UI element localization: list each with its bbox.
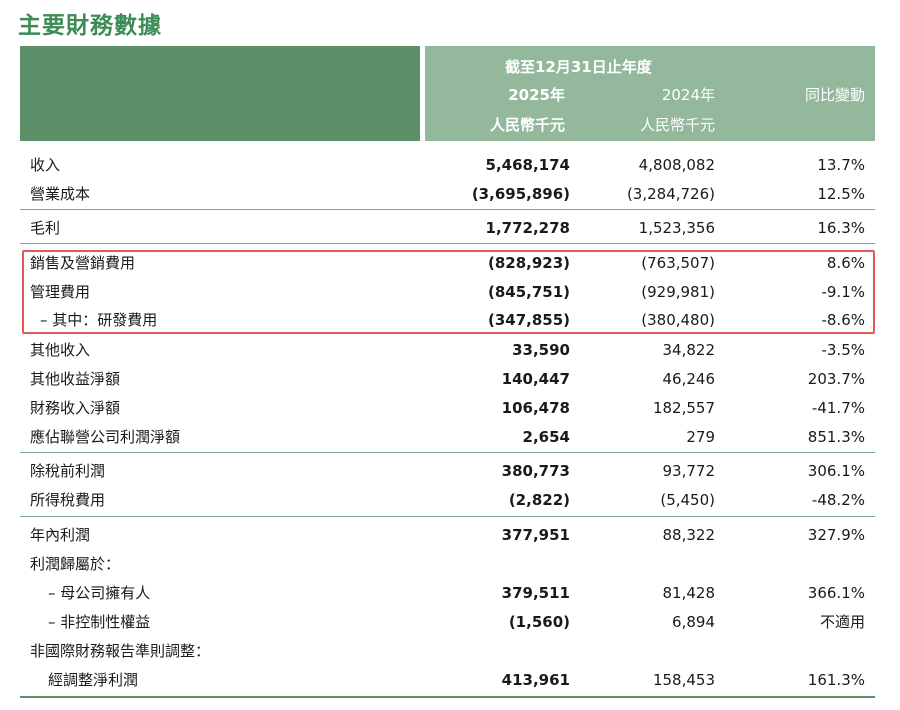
row-change: -9.1% <box>821 278 865 306</box>
divider <box>20 243 875 244</box>
divider <box>20 452 875 453</box>
row-change: -3.5% <box>821 336 865 364</box>
row-label: 銷售及營銷費用 <box>30 249 135 277</box>
row-value-2024: (3,284,726) <box>627 180 715 208</box>
row-value-2025: (845,751) <box>488 278 570 306</box>
table-header-left <box>20 46 420 141</box>
row-label: 毛利 <box>30 214 60 242</box>
table-row: 所得稅費用 (2,822) (5,450) -48.2% <box>20 486 875 514</box>
row-change: -8.6% <box>821 306 865 334</box>
row-value-2024: 279 <box>686 423 715 451</box>
row-change: 12.5% <box>817 180 865 208</box>
table-row: 銷售及營銷費用 (828,923) (763,507) 8.6% <box>20 249 875 277</box>
row-label: – 非控制性權益 <box>48 608 150 636</box>
divider <box>20 516 875 517</box>
header-col-change: 同比變動 <box>805 84 865 105</box>
row-change: 8.6% <box>827 249 865 277</box>
table-row: 利潤歸屬於： <box>20 550 875 578</box>
row-change: 366.1% <box>808 579 865 607</box>
row-value-2025: (3,695,896) <box>472 180 570 208</box>
table-bottom-rule <box>20 696 875 698</box>
row-value-2025: (347,855) <box>488 306 570 334</box>
row-change: 161.3% <box>808 666 865 694</box>
row-value-2024: 182,557 <box>653 394 715 422</box>
row-change: 306.1% <box>808 457 865 485</box>
table-row: 其他收益淨額 140,447 46,246 203.7% <box>20 365 875 393</box>
row-value-2025: 106,478 <box>502 394 570 422</box>
row-value-2025: 33,590 <box>512 336 570 364</box>
row-label: – 母公司擁有人 <box>48 579 150 607</box>
header-col-2024: 2024年 <box>662 84 715 105</box>
table-row: 應佔聯營公司利潤淨額 2,654 279 851.3% <box>20 423 875 451</box>
row-change: 851.3% <box>808 423 865 451</box>
page-title: 主要財務數據 <box>18 6 162 40</box>
divider <box>20 209 875 210</box>
row-change: 13.7% <box>817 151 865 179</box>
row-label: 其他收入 <box>30 336 90 364</box>
row-label: 非國際財務報告準則調整： <box>30 637 210 665</box>
row-value-2024: 34,822 <box>663 336 716 364</box>
row-value-2024: (929,981) <box>641 278 715 306</box>
row-change: 203.7% <box>808 365 865 393</box>
row-value-2025: (828,923) <box>488 249 570 277</box>
row-change: -48.2% <box>812 486 865 514</box>
table-row: – 其中：研發費用 (347,855) (380,480) -8.6% <box>20 306 875 334</box>
table-row: 財務收入淨額 106,478 182,557 -41.7% <box>20 394 875 422</box>
row-value-2025: 1,772,278 <box>486 214 570 242</box>
row-value-2024: 6,894 <box>672 608 715 636</box>
row-value-2025: 380,773 <box>502 457 570 485</box>
row-change: -41.7% <box>812 394 865 422</box>
row-label: – 其中：研發費用 <box>40 306 157 334</box>
row-label: 其他收益淨額 <box>30 365 120 393</box>
row-value-2024: 1,523,356 <box>639 214 715 242</box>
header-col-2025: 2025年 <box>508 84 565 105</box>
table-row: 非國際財務報告準則調整： <box>20 637 875 665</box>
row-change: 16.3% <box>817 214 865 242</box>
row-value-2025: (2,822) <box>509 486 570 514</box>
header-unit-2025: 人民幣千元 <box>490 114 565 135</box>
row-label: 應佔聯營公司利潤淨額 <box>30 423 180 451</box>
row-change: 327.9% <box>808 521 865 549</box>
row-label: 除稅前利潤 <box>30 457 105 485</box>
table-row: 其他收入 33,590 34,822 -3.5% <box>20 336 875 364</box>
table-header-right: 截至12月31日止年度 2025年 2024年 同比變動 人民幣千元 人民幣千元 <box>425 46 875 141</box>
row-value-2024: 88,322 <box>663 521 716 549</box>
header-unit-2024: 人民幣千元 <box>640 114 715 135</box>
table-row: – 非控制性權益 (1,560) 6,894 不適用 <box>20 608 875 636</box>
row-value-2025: (1,560) <box>509 608 570 636</box>
row-value-2025: 413,961 <box>502 666 570 694</box>
row-value-2024: 158,453 <box>653 666 715 694</box>
table-row: 收入 5,468,174 4,808,082 13.7% <box>20 151 875 179</box>
table-row: 年內利潤 377,951 88,322 327.9% <box>20 521 875 549</box>
row-value-2025: 2,654 <box>523 423 570 451</box>
table-row: 毛利 1,772,278 1,523,356 16.3% <box>20 214 875 242</box>
row-value-2024: (380,480) <box>641 306 715 334</box>
row-value-2024: 46,246 <box>663 365 716 393</box>
table-row: 營業成本 (3,695,896) (3,284,726) 12.5% <box>20 180 875 208</box>
row-label: 經調整淨利潤 <box>48 666 138 694</box>
row-label: 營業成本 <box>30 180 90 208</box>
table-row: 管理費用 (845,751) (929,981) -9.1% <box>20 278 875 306</box>
row-label: 年內利潤 <box>30 521 90 549</box>
table-row: 經調整淨利潤 413,961 158,453 161.3% <box>20 666 875 694</box>
row-label: 管理費用 <box>30 278 90 306</box>
row-label: 所得稅費用 <box>30 486 105 514</box>
row-label: 財務收入淨額 <box>30 394 120 422</box>
row-value-2024: (5,450) <box>660 486 715 514</box>
row-value-2024: (763,507) <box>641 249 715 277</box>
row-label: 收入 <box>30 151 60 179</box>
row-change: 不適用 <box>820 608 865 636</box>
row-value-2025: 140,447 <box>502 365 570 393</box>
table-row: – 母公司擁有人 379,511 81,428 366.1% <box>20 579 875 607</box>
row-value-2025: 377,951 <box>502 521 570 549</box>
header-period: 截至12月31日止年度 <box>505 56 652 77</box>
row-label: 利潤歸屬於： <box>30 550 120 578</box>
row-value-2024: 4,808,082 <box>639 151 715 179</box>
row-value-2025: 5,468,174 <box>486 151 570 179</box>
row-value-2025: 379,511 <box>502 579 570 607</box>
table-row: 除稅前利潤 380,773 93,772 306.1% <box>20 457 875 485</box>
row-value-2024: 81,428 <box>663 579 716 607</box>
row-value-2024: 93,772 <box>663 457 716 485</box>
